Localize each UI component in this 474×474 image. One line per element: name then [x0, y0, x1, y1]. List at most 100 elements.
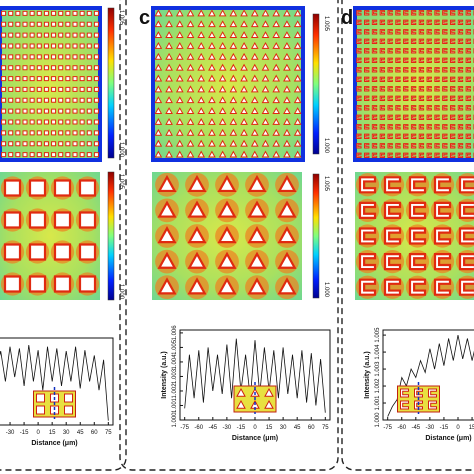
unit-cell: [283, 139, 291, 147]
unit-cell: [165, 20, 173, 28]
unit-cell: [434, 105, 440, 111]
unit-cell: [442, 38, 448, 44]
unit-cell: [356, 105, 362, 111]
unit-cell: [434, 95, 440, 101]
unit-cell: [403, 105, 409, 111]
unit-cell: [79, 32, 85, 38]
unit-cell: [208, 117, 216, 125]
unit-cell: [410, 76, 417, 82]
unit-cell: [154, 128, 163, 136]
unit-cell: [36, 32, 42, 38]
unit-cell: [250, 96, 259, 104]
unit-cell: [65, 86, 71, 92]
unit-cell: [356, 67, 362, 73]
unit-cell: [418, 19, 425, 25]
unit-cell: [218, 117, 227, 125]
y-tick-label: 1.003: [172, 368, 178, 384]
unit-cell: [250, 139, 259, 147]
unit-cell: [72, 97, 78, 103]
unit-cell: [165, 9, 173, 17]
unit-cell: [157, 251, 177, 269]
unit-cell: [218, 74, 227, 82]
x-tick-label: 45: [294, 425, 301, 431]
unit-cell: [3, 243, 22, 261]
unit-cell: [79, 108, 85, 114]
unit-cell: [457, 95, 464, 101]
unit-cell: [449, 10, 456, 16]
unit-cell: [457, 105, 464, 111]
unit-cell: [65, 119, 71, 125]
unit-cell: [78, 275, 97, 293]
unit-cell: [247, 277, 267, 295]
unit-cell: [272, 117, 281, 125]
inset-cell: [36, 405, 45, 415]
unit-cell: [22, 119, 28, 125]
unit-cell: [58, 32, 64, 38]
unit-cell: [356, 86, 362, 92]
unit-cell: [379, 105, 386, 111]
unit-cell: [15, 76, 21, 82]
unit-cell: [371, 57, 378, 63]
unit-cell: [53, 243, 72, 261]
unit-cell: [442, 133, 448, 139]
unit-cell: [72, 54, 78, 60]
unit-cell: [371, 19, 378, 25]
unit-cell: [22, 108, 28, 114]
unit-cell: [218, 139, 227, 147]
unit-cell: [36, 108, 42, 114]
unit-cell: [426, 19, 432, 25]
unit-cell: [433, 278, 452, 296]
unit-cell: [364, 86, 370, 92]
y-axis-label: Intensity (a.u.): [161, 351, 168, 398]
unit-cell: [51, 43, 57, 49]
unit-cell: [449, 76, 456, 82]
unit-cell: [1, 86, 7, 92]
unit-cell: [293, 150, 302, 158]
unit-cell: [36, 10, 42, 16]
unit-cell: [387, 29, 393, 35]
unit-cell: [457, 114, 464, 120]
unit-cell: [1, 43, 7, 49]
unit-cell: [86, 76, 92, 82]
unit-cell: [43, 32, 49, 38]
unit-cell: [58, 21, 64, 27]
panel-label: d: [341, 7, 353, 29]
heatmap-bg: [0, 6, 102, 162]
unit-cell: [29, 141, 35, 147]
y-tick-label: 1.004: [375, 344, 381, 360]
unit-cell: [379, 10, 386, 16]
unit-cell: [29, 10, 35, 16]
unit-cell: [240, 20, 248, 28]
unit-cell: [43, 152, 49, 158]
unit-cell: [197, 41, 206, 49]
unit-cell: [261, 41, 270, 49]
unit-cell: [1, 119, 7, 125]
colorbar: [312, 13, 320, 155]
x-tick-label: -60: [397, 425, 406, 431]
unit-cell: [356, 19, 362, 25]
unit-cell: [208, 139, 216, 147]
unit-cell: [356, 114, 362, 120]
unit-cell: [434, 124, 440, 130]
unit-cell: [250, 150, 259, 158]
unit-cell: [426, 57, 432, 63]
unit-cell: [358, 201, 377, 219]
unit-cell: [58, 97, 64, 103]
y-tick-label: 1.000: [375, 412, 381, 428]
unit-cell: [403, 48, 409, 54]
unit-cell: [426, 105, 432, 111]
x-tick-label: -15: [20, 430, 29, 436]
unit-cell: [426, 152, 432, 158]
unit-cell: [15, 54, 21, 60]
unit-cell: [356, 133, 362, 139]
unit-cell: [442, 48, 448, 54]
unit-cell: [3, 179, 22, 197]
unit-cell: [356, 143, 362, 149]
unit-cell: [250, 128, 259, 136]
y-tick-label: 1.004: [172, 354, 178, 370]
colorbar-min: 1.000: [118, 284, 124, 300]
unit-cell: [408, 278, 427, 296]
x-tick-label: 0: [36, 430, 40, 436]
unit-cell: [8, 152, 14, 158]
unit-cell: [72, 119, 78, 125]
